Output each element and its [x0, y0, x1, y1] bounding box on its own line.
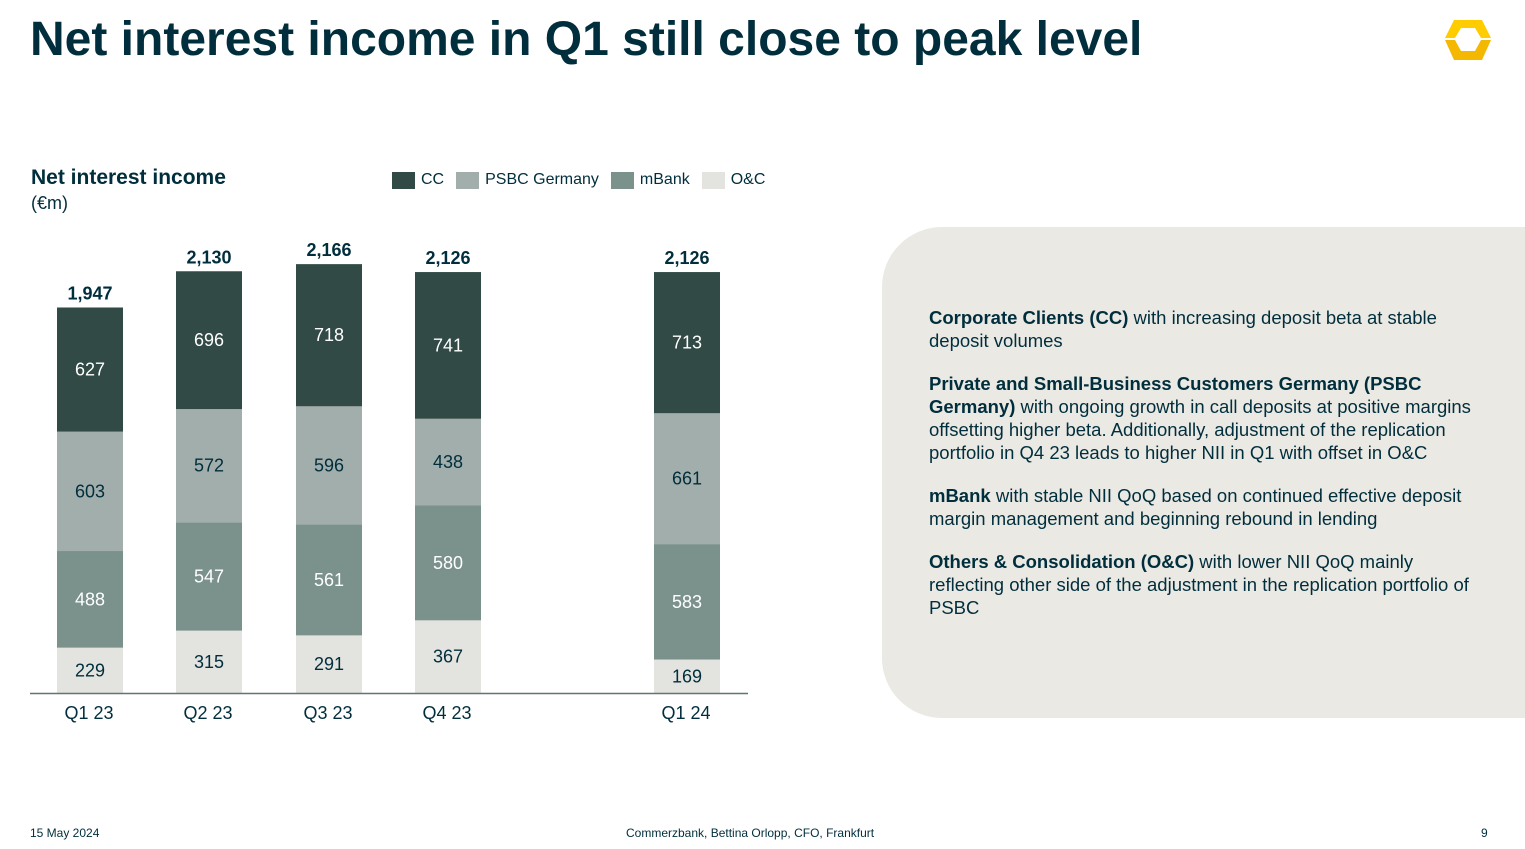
bar-segment	[296, 264, 362, 407]
commentary-body: with ongoing growth in call deposits at …	[929, 396, 1471, 463]
commentary-text: Corporate Clients (CC) with increasing d…	[929, 306, 1474, 639]
data-label: 169	[672, 666, 702, 686]
data-label: 718	[314, 325, 344, 345]
data-label: 696	[194, 330, 224, 350]
data-label: 315	[194, 652, 224, 672]
data-label: 291	[314, 654, 344, 674]
data-label: 596	[314, 455, 344, 475]
legend-item: CC	[392, 171, 444, 189]
chart-title: Net interest income	[31, 166, 226, 189]
page-title: Net interest income in Q1 still close to…	[30, 13, 1143, 66]
commentary-body: with increasing deposit beta at stable d…	[929, 307, 1437, 351]
commentary-paragraph: Corporate Clients (CC) with increasing d…	[929, 306, 1474, 352]
bar-segment	[57, 307, 123, 432]
bar-segment	[176, 630, 242, 693]
commentary-heading: Others & Consolidation (O&C)	[929, 551, 1195, 572]
x-tick-label: Q1 23	[64, 703, 113, 723]
legend-swatch	[392, 171, 415, 189]
data-label: 572	[194, 456, 224, 476]
commentary-heading: Private and Small-Business Customers Ger…	[929, 373, 1422, 417]
data-label: 580	[433, 553, 463, 573]
bar-segment	[654, 413, 720, 545]
x-tick-label: Q1 24	[661, 703, 710, 723]
legend-item: PSBC Germany	[456, 171, 599, 189]
total-label: 2,126	[425, 248, 470, 268]
data-label: 603	[75, 481, 105, 501]
data-label: 438	[433, 452, 463, 472]
bar-segment	[296, 524, 362, 636]
legend-label: O&C	[730, 171, 766, 188]
data-label: 713	[672, 333, 702, 353]
commentary-heading: Corporate Clients (CC)	[929, 307, 1129, 328]
total-label: 2,166	[306, 240, 351, 260]
legend-swatch	[610, 171, 634, 189]
commentary-paragraph: mBank with stable NII QoQ based on conti…	[929, 484, 1474, 530]
commentary-paragraph: Private and Small-Business Customers Ger…	[929, 372, 1474, 464]
data-label: 488	[75, 589, 105, 609]
data-label: 547	[194, 566, 224, 586]
bar-segment	[296, 635, 362, 693]
bar-segment	[415, 418, 481, 506]
footer-presenter: Commerzbank, Bettina Orlopp, CFO, Frankf…	[626, 826, 875, 840]
data-label: 229	[75, 660, 105, 680]
total-label: 2,130	[186, 247, 231, 267]
chart-legend: CC PSBC Germany mBank O&C	[392, 171, 777, 189]
x-tick-label: Q3 23	[303, 703, 352, 723]
commentary-heading: mBank	[929, 485, 991, 506]
data-label: 741	[433, 335, 463, 355]
bar-segment	[654, 544, 720, 660]
legend-swatch	[456, 171, 480, 189]
legend-label: PSBC Germany	[485, 171, 599, 188]
bar-segment	[654, 659, 720, 693]
bar-segment	[296, 406, 362, 525]
chart-unit: (€m)	[31, 193, 68, 213]
commentary-panel	[882, 227, 1525, 718]
bar-segment	[57, 551, 123, 648]
data-label: 661	[672, 469, 702, 489]
x-tick-label: Q4 23	[422, 703, 471, 723]
legend-label: CC	[421, 171, 445, 188]
page-number: 9	[1481, 826, 1488, 840]
total-label: 1,947	[67, 283, 112, 303]
bar-segment	[57, 431, 123, 552]
bar-segment	[176, 271, 242, 410]
bar-segment	[415, 505, 481, 621]
commerzbank-ribbon-icon	[1445, 20, 1491, 60]
commentary-body: with lower NII QoQ mainly reflecting oth…	[929, 551, 1469, 618]
footer-date: 15 May 2024	[30, 826, 100, 840]
bar-segment	[176, 522, 242, 631]
bar-segment	[415, 272, 481, 419]
x-tick-label: Q2 23	[183, 703, 232, 723]
data-label: 627	[75, 360, 105, 380]
stacked-bar-chart: 229 488 603 627 1,947 Q1 23 315 547 572 696 2,130 Q…	[30, 240, 748, 723]
legend-swatch	[701, 171, 725, 189]
bar-segment	[176, 409, 242, 523]
total-label: 2,126	[664, 248, 709, 268]
commentary-body: with stable NII QoQ based on continued e…	[929, 485, 1462, 529]
legend-item: mBank	[610, 171, 690, 189]
data-label: 583	[672, 592, 702, 612]
data-label: 367	[433, 647, 463, 667]
data-label: 561	[314, 570, 344, 590]
legend-label: mBank	[639, 171, 690, 188]
bar-segment	[415, 620, 481, 693]
commentary-paragraph: Others & Consolidation (O&C) with lower …	[929, 550, 1474, 619]
bar-segment	[57, 647, 123, 693]
bar-segment	[654, 272, 720, 414]
legend-item: O&C	[701, 171, 766, 189]
